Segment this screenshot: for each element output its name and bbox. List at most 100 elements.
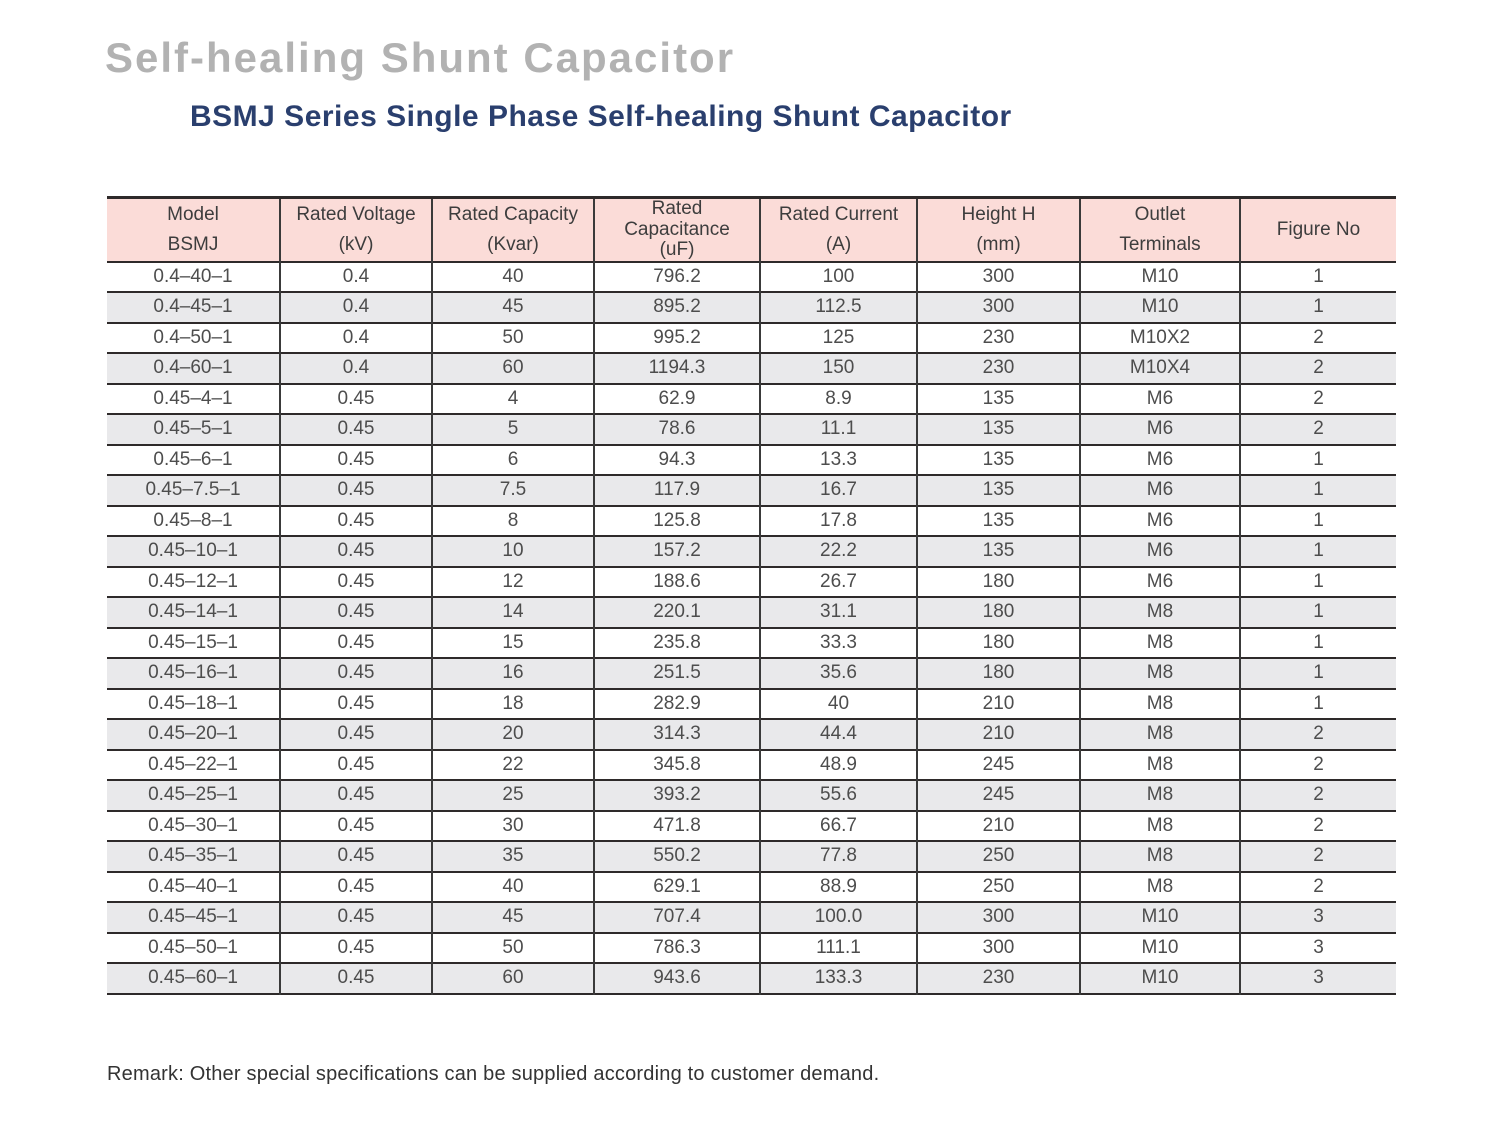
table-cell: 125.8 bbox=[593, 504, 760, 537]
column-header: Outlet Terminals bbox=[1079, 196, 1240, 262]
table-cell: 629.1 bbox=[593, 870, 760, 903]
table-cell: 0.45 bbox=[279, 657, 432, 689]
table-cell: 16.7 bbox=[759, 474, 917, 506]
table-cell: 0.4–45–1 bbox=[107, 291, 280, 323]
table-cell: 0.4–40–1 bbox=[107, 260, 280, 293]
table-cell: 62.9 bbox=[593, 382, 760, 415]
table-header: Model BSMJ Rated Voltage (kV) Rated Capaci… bbox=[107, 196, 1396, 262]
table-cell: 0.45 bbox=[279, 779, 432, 811]
table-cell: 33.3 bbox=[759, 626, 917, 659]
table-cell: 0.4 bbox=[279, 291, 432, 323]
table-cell: 0.45–30–1 bbox=[107, 809, 280, 842]
table-cell: 22.2 bbox=[759, 535, 917, 567]
table-cell: 796.2 bbox=[593, 260, 760, 293]
table-cell: 18 bbox=[431, 687, 594, 720]
table-cell: 1 bbox=[1239, 504, 1396, 537]
column-header: Figure No bbox=[1239, 196, 1396, 262]
table-row: 0.45–60–1 0.45 60 943.6 133.3 230 M10 3 bbox=[107, 962, 1396, 994]
table-row: 0.45–20–1 0.45 20 314.3 44.4 210 M8 2 bbox=[107, 718, 1396, 750]
table-cell: 0.45–4–1 bbox=[107, 382, 280, 415]
table-cell: 0.45–12–1 bbox=[107, 565, 280, 598]
table-cell: 1 bbox=[1239, 565, 1396, 598]
table-cell: 0.4–60–1 bbox=[107, 352, 280, 384]
table-cell: 3 bbox=[1239, 901, 1396, 933]
table-cell: 180 bbox=[916, 657, 1080, 689]
column-header: Model BSMJ bbox=[107, 196, 280, 262]
table-cell: 8.9 bbox=[759, 382, 917, 415]
table-cell: 45 bbox=[431, 291, 594, 323]
table-cell: 150 bbox=[759, 352, 917, 384]
table-cell: 230 bbox=[916, 962, 1080, 994]
table-cell: M6 bbox=[1079, 382, 1240, 415]
table-cell: 135 bbox=[916, 382, 1080, 415]
table-cell: 15 bbox=[431, 626, 594, 659]
table-cell: 48.9 bbox=[759, 748, 917, 781]
table-row: 0.45–5–1 0.45 5 78.6 11.1 135 M6 2 bbox=[107, 413, 1396, 445]
table-cell: 0.45 bbox=[279, 809, 432, 842]
table-cell: 1 bbox=[1239, 657, 1396, 689]
table-cell: M6 bbox=[1079, 535, 1240, 567]
table-cell: 282.9 bbox=[593, 687, 760, 720]
table-cell: 13.3 bbox=[759, 443, 917, 476]
table-cell: 250 bbox=[916, 870, 1080, 903]
table-cell: 995.2 bbox=[593, 321, 760, 354]
table-cell: 3 bbox=[1239, 931, 1396, 964]
table-cell: 50 bbox=[431, 931, 594, 964]
remark-note: Remark: Other special specifications can… bbox=[107, 1063, 880, 1085]
table-cell: 5 bbox=[431, 413, 594, 445]
table-cell: 0.45–6–1 bbox=[107, 443, 280, 476]
table-cell: M10 bbox=[1079, 291, 1240, 323]
table-cell: 895.2 bbox=[593, 291, 760, 323]
table-cell: 8 bbox=[431, 504, 594, 537]
table-row: 0.4–60–1 0.4 60 1194.3 150 230 M10X4 2 bbox=[107, 352, 1396, 384]
table-cell: M8 bbox=[1079, 687, 1240, 720]
table-cell: 1194.3 bbox=[593, 352, 760, 384]
table-row: 0.45–15–1 0.45 15 235.8 33.3 180 M8 1 bbox=[107, 626, 1396, 659]
table-cell: 11.1 bbox=[759, 413, 917, 445]
table-cell: 7.5 bbox=[431, 474, 594, 506]
table-cell: 17.8 bbox=[759, 504, 917, 537]
table-cell: 0.4 bbox=[279, 352, 432, 384]
table-cell: 220.1 bbox=[593, 596, 760, 628]
table-cell: M8 bbox=[1079, 596, 1240, 628]
table-cell: 31.1 bbox=[759, 596, 917, 628]
table-cell: 111.1 bbox=[759, 931, 917, 964]
table-cell: 0.45–15–1 bbox=[107, 626, 280, 659]
table-cell: 1 bbox=[1239, 596, 1396, 628]
table-cell: M10 bbox=[1079, 931, 1240, 964]
table-cell: 210 bbox=[916, 809, 1080, 842]
table-row: 0.45–30–1 0.45 30 471.8 66.7 210 M8 2 bbox=[107, 809, 1396, 842]
table-cell: 0.45 bbox=[279, 596, 432, 628]
table-cell: 250 bbox=[916, 840, 1080, 872]
table-row: 0.45–50–1 0.45 50 786.3 111.1 300 M10 3 bbox=[107, 931, 1396, 964]
table-cell: 3 bbox=[1239, 962, 1396, 994]
table-row: 0.45–22–1 0.45 22 345.8 48.9 245 M8 2 bbox=[107, 748, 1396, 781]
table-cell: 0.45–50–1 bbox=[107, 931, 280, 964]
table-cell: 707.4 bbox=[593, 901, 760, 933]
table-cell: 60 bbox=[431, 962, 594, 994]
capacitor-spec-table: Model BSMJ Rated Voltage (kV) Rated Capaci… bbox=[107, 196, 1396, 995]
table-cell: 40 bbox=[431, 260, 594, 293]
table-cell: 94.3 bbox=[593, 443, 760, 476]
table-cell: M8 bbox=[1079, 870, 1240, 903]
table-cell: 345.8 bbox=[593, 748, 760, 781]
table-cell: 22 bbox=[431, 748, 594, 781]
table-cell: 943.6 bbox=[593, 962, 760, 994]
table-cell: 0.45 bbox=[279, 840, 432, 872]
table-cell: 2 bbox=[1239, 870, 1396, 903]
table-cell: 0.45–40–1 bbox=[107, 870, 280, 903]
table-cell: 35 bbox=[431, 840, 594, 872]
table-cell: 135 bbox=[916, 443, 1080, 476]
table-cell: 180 bbox=[916, 565, 1080, 598]
table-cell: 300 bbox=[916, 291, 1080, 323]
table-cell: 471.8 bbox=[593, 809, 760, 842]
table-cell: 180 bbox=[916, 626, 1080, 659]
table-cell: 235.8 bbox=[593, 626, 760, 659]
table-cell: 60 bbox=[431, 352, 594, 384]
table-cell: 2 bbox=[1239, 718, 1396, 750]
table-cell: 0.45–25–1 bbox=[107, 779, 280, 811]
table-cell: 40 bbox=[759, 687, 917, 720]
table-cell: 0.45 bbox=[279, 931, 432, 964]
table-cell: 0.45 bbox=[279, 474, 432, 506]
